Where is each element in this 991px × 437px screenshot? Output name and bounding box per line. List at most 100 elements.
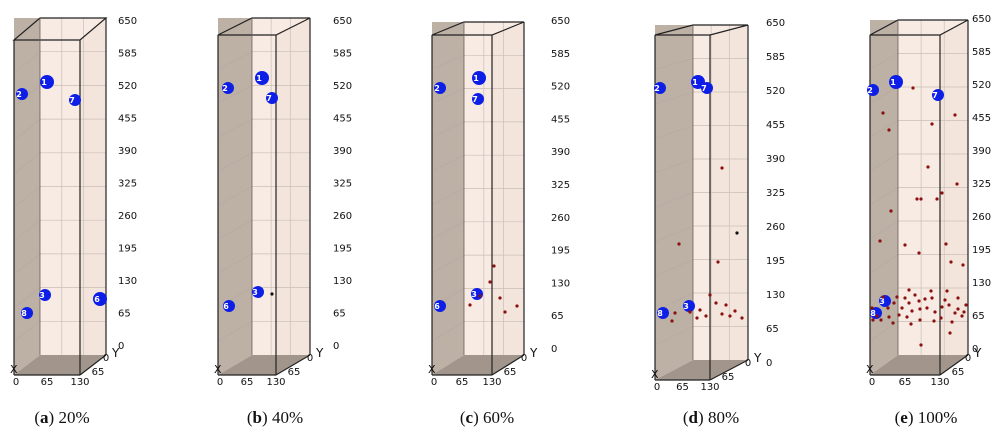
caption-label: a (40, 408, 49, 427)
sensor-sphere (16, 88, 28, 100)
box-floor (655, 360, 748, 380)
caption-progress: 80% (707, 408, 740, 427)
y-tick-label: 0 (103, 353, 109, 364)
z-tick-label: 195 (551, 246, 570, 257)
z-tick-label: 65 (333, 309, 346, 320)
box-edge (491, 354, 525, 376)
event-dot (949, 260, 953, 264)
grid-line (217, 253, 253, 274)
event-dot (907, 301, 911, 305)
z-tick-label: 390 (333, 146, 352, 157)
sensor-number: 1 (41, 78, 47, 87)
sensor-number: 8 (21, 309, 27, 318)
z-tick-label: 195 (972, 245, 991, 256)
z-tick-label: 130 (118, 276, 137, 287)
event-dot (909, 322, 913, 326)
sensor-sphere (932, 89, 944, 101)
grid-line (654, 58, 694, 70)
grid-line (13, 118, 41, 141)
event-dot (915, 197, 919, 201)
y-tick-label: 0 (965, 353, 971, 364)
grid-line (13, 253, 41, 275)
grid-line (217, 321, 253, 342)
y-tick-label: 65 (288, 367, 301, 378)
event-dot (923, 297, 927, 301)
z-tick-label: 650 (118, 16, 137, 27)
caption-label: d (688, 408, 699, 427)
y-tick-label: 0 (745, 358, 751, 369)
z-tick-label: 325 (118, 179, 137, 190)
x-tick-label: 65 (241, 377, 254, 388)
z-tick-label: 520 (972, 80, 991, 91)
event-dot (930, 296, 934, 300)
sensor-number: 7 (701, 84, 707, 93)
grid-line (869, 153, 899, 172)
z-tick-label: 65 (551, 311, 564, 322)
sensor-number: 7 (69, 96, 75, 105)
event-dot (871, 318, 875, 322)
event-dot (881, 295, 885, 299)
y-tick-label: 0 (521, 353, 527, 364)
z-tick-label: 650 (333, 16, 352, 27)
sensor-number: 2 (867, 86, 873, 95)
x-tick-label: 130 (70, 377, 89, 388)
panel-caption: (b) 40% (246, 408, 304, 427)
sensor-number: 2 (222, 84, 228, 93)
sensor-number: 8 (870, 309, 876, 318)
caption-progress: 20% (58, 408, 90, 427)
sensor-number: 1 (692, 78, 698, 87)
event-dot (887, 128, 891, 132)
grid-line (431, 55, 465, 70)
sensor-number: 3 (39, 291, 45, 300)
event-dot (964, 303, 968, 307)
z-tick-label: 585 (972, 47, 991, 58)
y-axis-letter: Y (753, 351, 762, 365)
sensor-number: 3 (471, 290, 477, 299)
z-tick-label: 130 (333, 276, 352, 287)
event-dot (878, 239, 882, 243)
event-dot (515, 304, 519, 308)
y-tick-label: 65 (92, 367, 105, 378)
grid-line (654, 158, 694, 174)
event-dot (724, 303, 728, 307)
box-edge (709, 359, 749, 381)
box-right-face (940, 20, 968, 375)
grid-line (431, 321, 465, 342)
panel-caption: (d) 80% (682, 408, 740, 427)
sensor-sphere (266, 92, 278, 104)
box-right-face (276, 18, 310, 375)
x-tick-label: 65 (456, 377, 469, 388)
caption-label: b (252, 408, 263, 427)
z-tick-label: 65 (118, 309, 131, 320)
z-tick-label: 585 (766, 52, 785, 63)
sensor-sphere (222, 82, 234, 94)
grid-line (217, 51, 253, 70)
z-tick-label: 0 (972, 344, 978, 355)
x-tick-label: 65 (899, 377, 912, 388)
x-axis-letter: X (866, 363, 874, 376)
grid-line (431, 254, 465, 274)
grid-line (431, 154, 465, 172)
event-dot (879, 318, 883, 322)
y-tick-label: 65 (722, 372, 735, 383)
z-tick-label: 195 (118, 244, 137, 255)
event-dot (875, 314, 879, 318)
sensor-number: 3 (879, 297, 885, 306)
event-dot (704, 314, 708, 318)
sensor-number: 6 (434, 302, 440, 311)
grid-line (13, 219, 41, 242)
z-tick-label: 325 (766, 188, 785, 199)
z-tick-label: 195 (333, 244, 352, 255)
event-dot (955, 182, 959, 186)
z-tick-label: 455 (118, 114, 137, 125)
z-tick-label: 585 (551, 49, 570, 60)
z-tick-label: 390 (551, 147, 570, 158)
grid-line (217, 118, 253, 138)
sensor-number: 6 (94, 295, 100, 304)
x-axis-letter: X (651, 368, 659, 381)
z-tick-label: 130 (551, 278, 570, 289)
event-dot (886, 306, 890, 310)
box-floor (14, 355, 106, 375)
x-tick-label: 0 (431, 377, 437, 388)
